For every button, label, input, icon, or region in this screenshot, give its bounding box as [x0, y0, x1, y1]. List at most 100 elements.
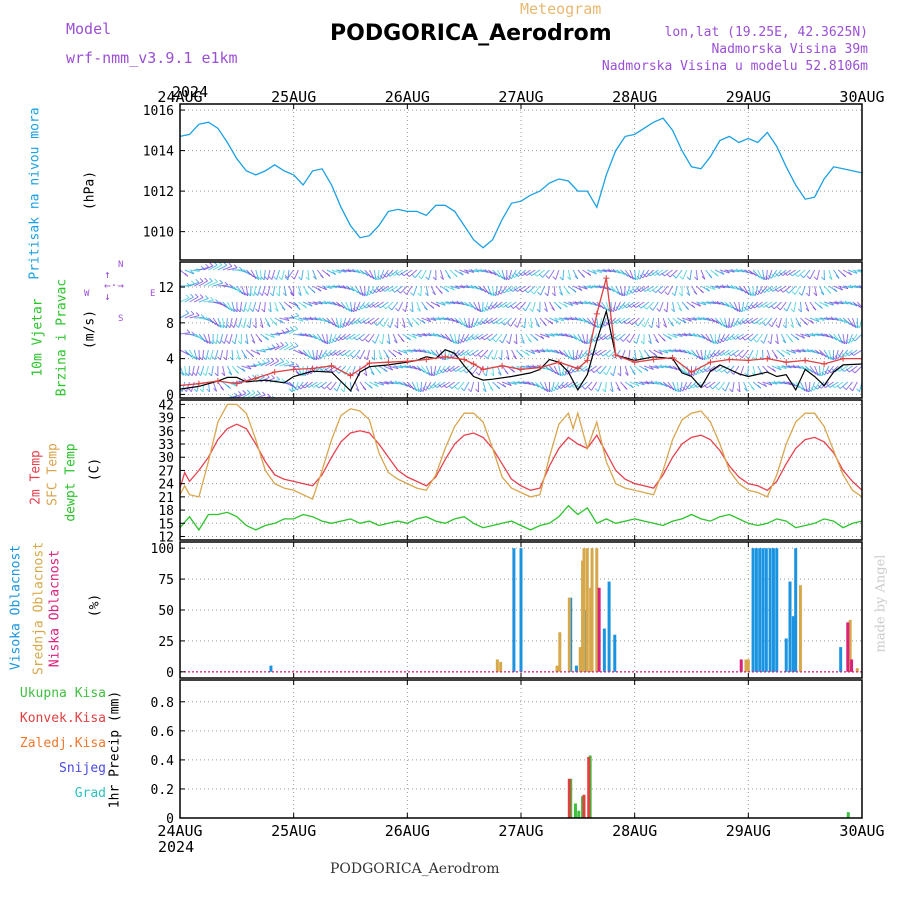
wind-barb-flag	[247, 375, 252, 380]
wind-barb	[372, 285, 380, 295]
precip-label-frz: Zaledj.Kisa	[19, 736, 106, 751]
wind-barb-flag	[376, 276, 381, 280]
y-tick-label: 15	[158, 517, 174, 532]
wind-barb-flag	[744, 372, 749, 377]
wind-barb	[257, 301, 262, 312]
wind-barb	[704, 349, 707, 360]
wind-barb-flag	[305, 276, 310, 281]
wind-barb	[482, 381, 487, 392]
wind-barb	[520, 381, 531, 385]
wind-barb-flag	[629, 289, 633, 294]
wind-barb-flag	[333, 387, 338, 392]
wind-barb-flag	[415, 321, 420, 326]
wind-barb-flag	[219, 279, 224, 284]
wind-barb-flag	[252, 374, 256, 379]
wind-barb	[184, 296, 194, 303]
gust-point	[423, 356, 430, 363]
wind-barb-flag	[551, 307, 555, 311]
wind-barb	[551, 381, 555, 392]
wind-barb	[587, 285, 598, 289]
wind-barb	[582, 285, 593, 289]
wind-barb	[786, 301, 792, 312]
bar-cloud_mid	[567, 597, 571, 672]
y-tick-label: 36	[158, 425, 174, 440]
wind-barb	[269, 345, 280, 351]
wind-barb	[773, 301, 782, 310]
wind-barb-flag	[714, 340, 719, 345]
gust-point	[584, 357, 591, 364]
wind-barb-flag	[311, 289, 316, 294]
x-tick-label-bottom: 29AUG	[726, 822, 771, 840]
bar-cloud_mid	[558, 632, 562, 672]
wind-barb	[432, 381, 441, 389]
wind-barb	[781, 333, 787, 344]
wind-barb	[310, 365, 318, 374]
wind-barb-flag	[329, 352, 334, 356]
wind-barb	[601, 269, 612, 273]
wind-barb-flag	[791, 291, 796, 295]
wind-barb	[583, 365, 593, 372]
wind-barb	[420, 381, 423, 393]
wind-barb-flag	[722, 387, 726, 392]
bar-cloud_mid	[582, 548, 586, 672]
wind-barb	[257, 285, 261, 296]
gust-point	[745, 357, 752, 364]
wind-barb	[794, 285, 801, 295]
wind-barb	[506, 349, 510, 360]
gust-point	[859, 355, 862, 362]
wind-barb	[354, 381, 360, 392]
y-tick-label: 1016	[143, 104, 174, 119]
wind-barb	[307, 269, 310, 280]
wind-barb-flag	[278, 276, 283, 281]
wind-barb	[331, 269, 342, 274]
wind-barb-flag	[779, 288, 784, 293]
wind-barb	[706, 381, 716, 389]
wind-barb	[272, 285, 276, 296]
wind-barb-flag	[559, 291, 563, 296]
wind-barb	[828, 269, 833, 280]
bar-cloud_high	[775, 548, 779, 672]
wind-barb	[574, 365, 583, 373]
wind-barb-flag	[776, 306, 781, 311]
wind-barb-flag	[273, 321, 278, 326]
wind-barb	[591, 285, 602, 289]
wind-barb	[556, 381, 565, 391]
wind-barb	[279, 317, 290, 322]
wind-barb-flag	[703, 356, 708, 360]
wind-barb	[754, 285, 759, 296]
wind-barb-flag	[267, 308, 272, 313]
y-tick-label: 18	[158, 504, 174, 519]
wind-barb	[338, 333, 347, 342]
wind-barb	[228, 333, 233, 344]
wind-barb	[700, 269, 706, 280]
wind-barb	[358, 301, 366, 311]
wind-barb-flag	[276, 292, 280, 297]
wind-barb-flag	[228, 262, 233, 267]
wind-barb	[847, 301, 858, 307]
wind-barb	[269, 379, 280, 383]
wind-barb	[553, 285, 556, 296]
wind-barb-flag	[741, 336, 746, 341]
y-tick-label: 24	[158, 478, 174, 493]
wind-barb	[298, 333, 309, 337]
wind-barb-flag	[576, 337, 581, 342]
wind-barb	[612, 365, 617, 376]
wind-barb-flag	[351, 287, 355, 292]
wind-barb-flag	[326, 340, 330, 345]
wind-barb-flag	[817, 384, 822, 389]
y-tick-label: 0.2	[151, 783, 174, 798]
wind-barb	[741, 349, 749, 359]
wind-barb	[440, 269, 444, 280]
wind-barb-flag	[479, 308, 483, 313]
wind-barb	[712, 349, 721, 358]
wind-barb-flag	[849, 322, 854, 327]
wind-barb	[533, 285, 541, 295]
wind-barb-flag	[610, 308, 614, 313]
wind-barb-flag	[751, 386, 755, 391]
wind-barb	[771, 317, 778, 327]
wind-barb	[635, 301, 645, 308]
wind-barb-flag	[438, 384, 442, 388]
wind-barb-flag	[339, 352, 343, 357]
wind-barb-flag	[727, 324, 732, 328]
